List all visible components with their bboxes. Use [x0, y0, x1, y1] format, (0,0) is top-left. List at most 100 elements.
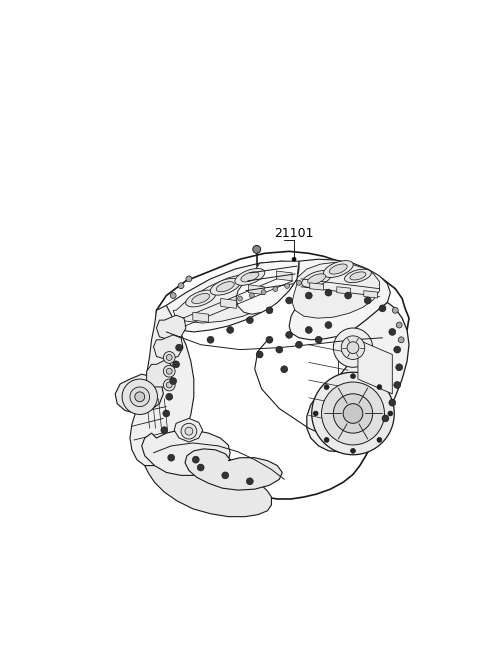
Circle shape: [161, 427, 168, 434]
Circle shape: [286, 331, 293, 339]
Circle shape: [286, 297, 293, 304]
Circle shape: [322, 382, 384, 445]
Circle shape: [345, 292, 351, 299]
Ellipse shape: [324, 261, 353, 278]
Circle shape: [315, 337, 322, 343]
Circle shape: [285, 284, 289, 288]
Circle shape: [130, 387, 150, 407]
Polygon shape: [236, 261, 299, 314]
Circle shape: [249, 293, 254, 298]
Circle shape: [394, 382, 401, 388]
Circle shape: [341, 336, 365, 360]
Circle shape: [347, 342, 359, 354]
Circle shape: [392, 307, 398, 313]
Circle shape: [389, 329, 396, 335]
Circle shape: [227, 326, 234, 333]
Polygon shape: [147, 360, 173, 387]
Polygon shape: [156, 315, 186, 340]
Circle shape: [185, 427, 193, 435]
Circle shape: [246, 316, 253, 324]
Text: 21101: 21101: [274, 227, 314, 240]
Circle shape: [388, 411, 393, 416]
Circle shape: [135, 392, 144, 402]
Circle shape: [325, 322, 332, 329]
Ellipse shape: [302, 271, 332, 288]
Ellipse shape: [345, 269, 372, 282]
Polygon shape: [164, 261, 299, 332]
Circle shape: [178, 283, 184, 289]
Circle shape: [176, 345, 182, 351]
Polygon shape: [154, 252, 409, 499]
Circle shape: [396, 364, 403, 371]
Circle shape: [292, 257, 296, 261]
Circle shape: [170, 293, 176, 299]
Polygon shape: [193, 312, 208, 322]
Circle shape: [333, 328, 372, 367]
Polygon shape: [307, 303, 409, 452]
Circle shape: [364, 297, 371, 304]
Polygon shape: [174, 419, 203, 442]
Circle shape: [281, 366, 288, 373]
Ellipse shape: [329, 264, 347, 274]
Circle shape: [276, 346, 283, 353]
Circle shape: [266, 307, 273, 314]
Polygon shape: [142, 430, 230, 476]
Circle shape: [394, 346, 401, 353]
Circle shape: [343, 403, 363, 423]
Polygon shape: [292, 262, 380, 318]
Circle shape: [261, 290, 266, 295]
Circle shape: [163, 365, 175, 377]
Circle shape: [324, 384, 329, 390]
Ellipse shape: [241, 272, 259, 282]
Circle shape: [186, 276, 192, 282]
Polygon shape: [173, 272, 289, 323]
Circle shape: [168, 455, 175, 461]
Circle shape: [170, 378, 177, 384]
Polygon shape: [276, 271, 292, 281]
Circle shape: [398, 337, 404, 343]
Circle shape: [163, 410, 170, 417]
Circle shape: [166, 354, 172, 360]
Circle shape: [377, 384, 382, 390]
Circle shape: [173, 361, 180, 368]
Circle shape: [324, 438, 329, 442]
Circle shape: [256, 351, 263, 358]
Circle shape: [273, 287, 278, 291]
Polygon shape: [337, 287, 350, 294]
Ellipse shape: [308, 274, 325, 284]
Polygon shape: [185, 449, 282, 490]
Ellipse shape: [210, 278, 240, 295]
Circle shape: [166, 394, 173, 400]
Ellipse shape: [186, 290, 216, 307]
Ellipse shape: [192, 293, 210, 303]
Circle shape: [379, 305, 386, 312]
Circle shape: [325, 289, 332, 296]
Circle shape: [166, 368, 172, 374]
Polygon shape: [221, 299, 236, 309]
Circle shape: [396, 322, 402, 328]
Circle shape: [222, 472, 228, 479]
Circle shape: [350, 374, 356, 379]
Ellipse shape: [216, 282, 234, 291]
Circle shape: [305, 326, 312, 333]
Circle shape: [163, 352, 175, 364]
Polygon shape: [115, 374, 163, 413]
Circle shape: [166, 382, 172, 388]
Polygon shape: [289, 259, 390, 340]
Circle shape: [163, 379, 175, 391]
Circle shape: [350, 449, 356, 453]
Ellipse shape: [350, 272, 366, 280]
Circle shape: [253, 246, 261, 253]
Circle shape: [181, 423, 197, 439]
Circle shape: [389, 400, 396, 406]
Circle shape: [266, 337, 273, 343]
Circle shape: [197, 464, 204, 471]
Circle shape: [377, 438, 382, 442]
Polygon shape: [358, 340, 392, 394]
Polygon shape: [310, 283, 324, 290]
Circle shape: [382, 415, 389, 422]
Polygon shape: [130, 305, 194, 466]
Circle shape: [297, 280, 301, 285]
Circle shape: [333, 394, 372, 433]
Ellipse shape: [235, 269, 265, 286]
